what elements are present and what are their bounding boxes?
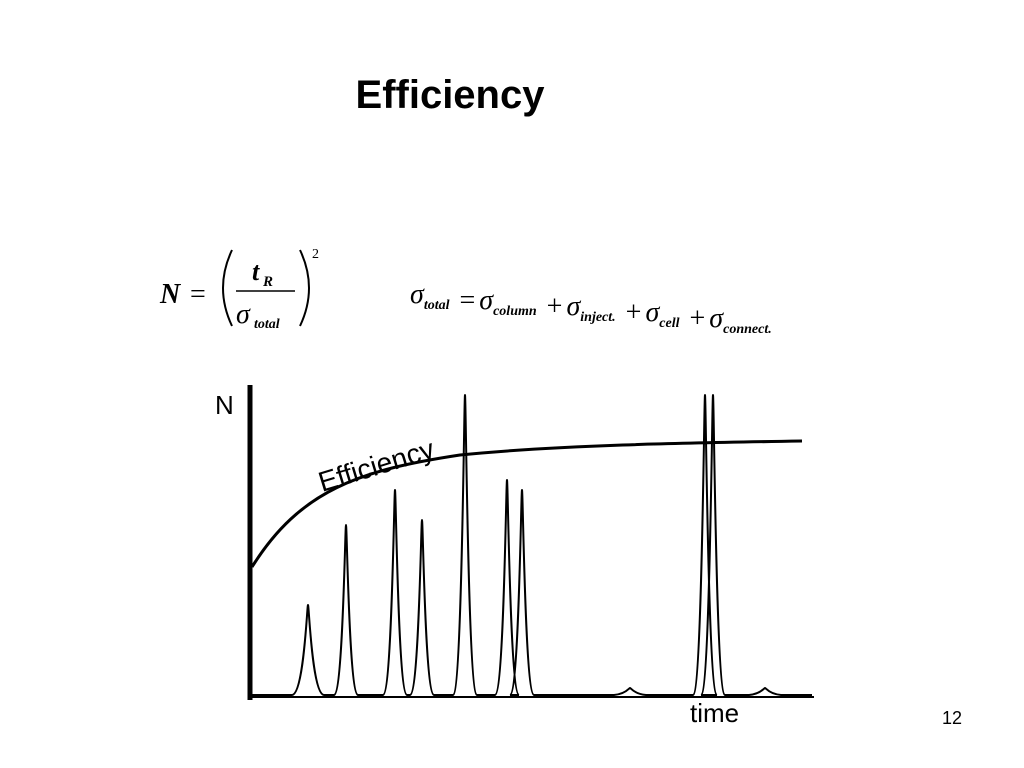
peaks [252,393,812,696]
x-axis-label: time [690,698,739,728]
paren-left [222,249,233,327]
formula-equals: = [190,279,206,310]
chromatogram-figure: N Efficiency time [215,385,814,728]
operator: + [626,297,642,328]
formula-efficiency: N = t R σ total 2 [159,247,319,332]
subscript: total [424,298,450,313]
page-number: 12 [942,708,962,728]
sigma: σ [479,285,494,316]
operator: + [690,303,706,334]
subscript: cell [659,316,679,331]
sigma: σ [410,279,425,310]
denominator: σ [236,299,251,330]
paren-right [299,249,310,327]
subscript: column [493,304,537,319]
subscript: connect. [723,322,772,337]
sigma: σ [709,303,724,334]
numerator: t [252,257,260,286]
sigma: σ [645,297,660,328]
operator: = [459,285,475,316]
y-axis-label: N [215,390,234,420]
slide-title: Efficiency [356,73,546,117]
formula-sigma-total: σtotal = σcolumn + σinject. + σcell + σconnect. [410,279,772,337]
operator: + [547,291,563,322]
denominator-sub: total [254,317,280,332]
efficiency-curve [250,439,803,568]
formula-lhs: N [159,279,182,310]
sigma: σ [566,291,581,322]
exponent: 2 [312,247,319,262]
numerator-sub: R [262,274,273,290]
curve-label: Efficiency [315,433,438,498]
subscript: inject. [580,310,615,325]
